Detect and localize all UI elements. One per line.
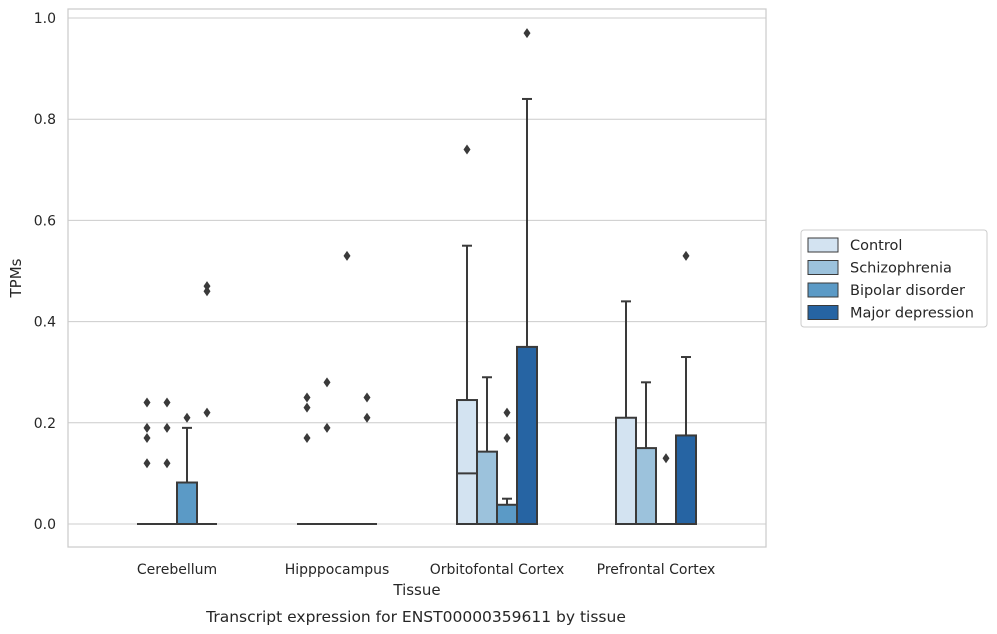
plot-frame	[67, 8, 767, 548]
legend-item: Bipolar disorder	[807, 282, 965, 299]
x-tick-label: Prefrontal Cortex	[597, 562, 716, 578]
box-mark	[635, 381, 657, 526]
x-tick-label: Hipppocampus	[285, 562, 390, 578]
outlier-point	[163, 458, 171, 469]
outlier-point	[343, 250, 351, 261]
series-schizophrenia	[157, 376, 657, 526]
outlier-point	[463, 144, 471, 155]
series-bipolar-disorder	[176, 250, 676, 526]
box-body	[456, 399, 478, 525]
outlier-point	[303, 392, 311, 403]
chart-caption: Transcript expression for ENST0000035961…	[205, 608, 626, 626]
outlier-point	[203, 407, 211, 418]
legend-item: Control	[807, 237, 902, 254]
box-body	[496, 503, 518, 526]
box-body	[635, 447, 657, 526]
x-tick-label: Orbitofontal Cortex	[430, 562, 565, 578]
box-mark	[337, 250, 357, 525]
outlier-point	[143, 432, 151, 443]
box-body	[176, 481, 198, 525]
outlier-point	[523, 28, 531, 39]
box-mark	[157, 397, 177, 525]
legend-label: Major depression	[850, 306, 974, 322]
y-tick-label: 0.8	[34, 112, 56, 128]
x-tick-labels: Cerebellum Hipppocampus Orbitofontal Corte…	[137, 562, 715, 578]
y-axis-label: TPMs	[7, 258, 25, 298]
outlier-point	[682, 250, 690, 261]
outlier-point	[183, 412, 191, 423]
box-mark	[137, 397, 157, 525]
outlier-point	[303, 432, 311, 443]
outlier-point	[363, 412, 371, 423]
box-mark	[456, 144, 478, 525]
box-mark	[656, 453, 676, 525]
y-tick-labels: 0.0 0.2 0.4 0.6 0.8 1.0	[34, 11, 56, 533]
x-tick-label: Cerebellum	[137, 562, 217, 578]
outlier-point	[163, 397, 171, 408]
legend-swatch	[807, 305, 839, 320]
outlier-point	[363, 392, 371, 403]
legend-label: Control	[850, 238, 902, 254]
legend-label: Schizophrenia	[850, 261, 952, 277]
box-mark	[675, 250, 697, 526]
box-mark	[317, 377, 337, 525]
box-series	[137, 28, 697, 526]
legend-frame	[800, 229, 988, 328]
legend-item: Schizophrenia	[807, 260, 952, 277]
series-major-depression	[197, 28, 697, 526]
y-tick-label: 0.6	[34, 213, 56, 229]
box-body	[615, 416, 637, 525]
series-control	[137, 144, 637, 525]
outlier-point	[323, 377, 331, 388]
y-tick-label: 0.0	[34, 517, 56, 533]
box-mark	[615, 300, 637, 525]
box-mark	[357, 392, 377, 525]
box-body	[675, 434, 697, 526]
legend-label: Bipolar disorder	[850, 283, 965, 299]
box-mark	[516, 28, 538, 525]
y-tick-label: 1.0	[34, 11, 56, 27]
outlier-point	[503, 432, 511, 443]
outlier-point	[203, 286, 211, 297]
legend-swatch	[807, 282, 839, 298]
outlier-point	[143, 458, 151, 469]
box-body	[476, 450, 498, 525]
outlier-point	[203, 281, 211, 292]
gridlines	[68, 17, 766, 525]
y-tick-label: 0.2	[34, 416, 56, 432]
outlier-point	[163, 422, 171, 433]
box-mark	[176, 412, 198, 525]
box-mark	[496, 407, 518, 526]
outlier-point	[323, 422, 331, 433]
outlier-point	[303, 402, 311, 413]
box-body	[516, 345, 538, 525]
outlier-point	[143, 422, 151, 433]
x-axis-label: Tissue	[392, 581, 440, 599]
legend-swatch	[807, 260, 839, 275]
box-mark	[476, 376, 498, 525]
outlier-point	[662, 453, 670, 464]
legend: Control Schizophrenia Bipolar disorder Majo…	[800, 229, 988, 328]
y-tick-label: 0.4	[34, 315, 56, 331]
legend-swatch	[807, 237, 839, 253]
legend-item: Major depression	[807, 305, 974, 322]
outlier-point	[503, 407, 511, 418]
box-mark	[297, 392, 317, 525]
box-mark	[197, 281, 217, 525]
outlier-point	[143, 397, 151, 408]
